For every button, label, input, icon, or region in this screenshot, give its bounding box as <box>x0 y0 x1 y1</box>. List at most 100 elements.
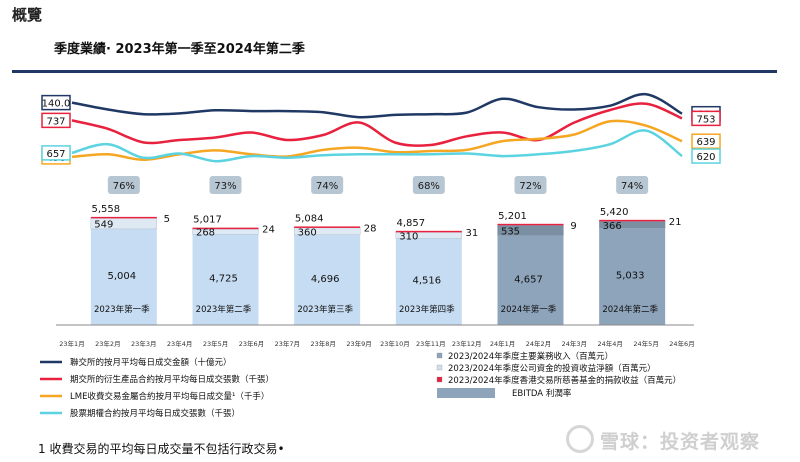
legend-bar-label: EBITDA 利潤率 <box>512 388 572 399</box>
bar-donation-label: 24 <box>262 225 275 236</box>
ebitda-margin-badge <box>311 176 344 194</box>
bar-donation-income <box>395 230 462 233</box>
series-start-label: 737 <box>46 116 65 127</box>
series-end-label: 639 <box>696 137 715 148</box>
line-series <box>71 92 683 119</box>
title-rule <box>12 70 777 73</box>
month-tick-label: 24年6月 <box>669 339 694 348</box>
legend-bar-label: 2023/2024年季度主要業務收入（百萬元） <box>448 351 613 362</box>
footnote: 1 收費交易的平均每日成交量不包括行政交易• <box>38 442 285 456</box>
bar-quarter-label: 2024年第一季 <box>501 304 557 315</box>
line-series <box>71 129 683 163</box>
ebitda-margin-badge <box>412 176 445 194</box>
bar-donation-income <box>192 227 259 230</box>
bar-donation-income <box>497 223 564 226</box>
ebitda-margin-label: 74% <box>316 181 338 192</box>
bar-total-label: 5,084 <box>295 213 324 224</box>
ebitda-margin-label: 76% <box>113 181 135 192</box>
line-series <box>71 102 683 147</box>
bar-total-label: 4,857 <box>397 218 426 229</box>
month-tick-label: 23年10月 <box>380 339 410 348</box>
bar-core-revenue <box>90 228 157 325</box>
series-start-box <box>41 94 71 111</box>
page-title: 概覽 <box>12 6 43 24</box>
ebitda-margin-label: 73% <box>214 181 236 192</box>
month-tick-label: 24年3月 <box>562 339 587 348</box>
bar-donation-label: 21 <box>669 217 682 228</box>
bar-donation-label: 5 <box>164 214 170 225</box>
series-end-label: 753 <box>696 114 715 125</box>
bar-core-label: 4,696 <box>311 274 340 285</box>
bar-core-label: 5,004 <box>108 271 137 282</box>
legend-line-label: 期交所的衍生產品合約按月平均每日成交張數（千張） <box>70 374 274 385</box>
month-tick-label: 23年9月 <box>346 339 371 348</box>
month-tick-label: 24年2月 <box>526 339 551 348</box>
legend-line-label: 股票期權合約按月平均每日成交張數（千張） <box>70 408 240 419</box>
ebitda-margin-badge <box>209 176 242 194</box>
ebitda-margin-label: 74% <box>621 181 643 192</box>
bar-investment-label: 360 <box>298 227 317 238</box>
bar-quarter-label: 2024年第二季 <box>602 304 658 315</box>
legend-bar-swatch <box>436 352 443 359</box>
bar-investment-label: 549 <box>94 220 113 231</box>
legend-bar-label: 2023/2024年季度公司資金的投資收益淨額（百萬元） <box>448 363 656 374</box>
bar-investment-label: 535 <box>501 226 520 237</box>
month-tick-label: 23年6月 <box>239 339 264 348</box>
bar-core-revenue <box>497 235 564 325</box>
bar-investment-label: 268 <box>196 228 215 239</box>
month-tick-label: 23年8月 <box>310 339 335 348</box>
bar-donation-label: 31 <box>465 228 478 239</box>
series-end-box <box>691 148 721 164</box>
month-tick-label: 23年3月 <box>131 339 156 348</box>
bar-core-revenue <box>192 234 259 325</box>
month-tick-label: 23年11月 <box>416 339 446 348</box>
legend-line-label: 聯交所的按月平均每日成交金額（十億元） <box>70 357 232 368</box>
bar-total-label: 5,201 <box>498 211 527 222</box>
bar-total-label: 5,558 <box>92 204 121 215</box>
bar-core-label: 4,516 <box>413 276 442 287</box>
watermark: 雪球：投资者观察 <box>566 425 760 454</box>
month-tick-label: 24年1月 <box>490 339 515 348</box>
snowball-logo-icon <box>566 425 594 453</box>
ebitda-margin-label: 72% <box>519 181 541 192</box>
bar-core-revenue <box>294 234 361 325</box>
bar-donation-label: 9 <box>570 221 576 232</box>
bar-total-label: 5,420 <box>600 207 629 218</box>
bar-quarter-label: 2023年第三季 <box>297 304 353 315</box>
series-start-box <box>41 145 71 161</box>
month-tick-label: 24年5月 <box>633 339 658 348</box>
chart-subtitle: 季度業績· 2023年第一季至2024年第二季 <box>54 42 305 57</box>
series-start-box <box>41 112 71 129</box>
bar-investment-label: 310 <box>399 231 418 242</box>
series-end-box <box>691 110 721 127</box>
bar-core-label: 4,725 <box>209 274 238 285</box>
bar-core-label: 5,033 <box>616 271 645 282</box>
bar-core-label: 4,657 <box>514 274 543 285</box>
month-tick-label: 23年5月 <box>203 339 228 348</box>
ebitda-margin-label: 68% <box>418 181 440 192</box>
legend-bar-swatch <box>436 364 443 371</box>
legend-bar-label: 2023/2024年季度香港交易所慈善基金的捐款收益（百萬元） <box>448 375 681 386</box>
bar-quarter-label: 2023年第四季 <box>399 304 455 315</box>
quarterly-results-chart: 140.0111.273775349663965762076%5,5585495… <box>40 92 721 419</box>
month-tick-label: 24年4月 <box>598 339 623 348</box>
ebitda-margin-badge <box>514 176 547 194</box>
month-tick-label: 23年1月 <box>59 339 84 348</box>
series-end-label: 620 <box>696 152 715 163</box>
month-tick-label: 23年2月 <box>95 339 120 348</box>
legend-bar-swatch <box>437 388 495 398</box>
watermark-text: 雪球：投资者观察 <box>600 431 761 453</box>
series-end-box <box>691 133 721 149</box>
bar-quarter-label: 2023年第二季 <box>196 304 252 315</box>
legend-bar-swatch <box>436 376 443 383</box>
ebitda-margin-badge <box>616 176 649 194</box>
month-tick-label: 23年12月 <box>452 339 482 348</box>
legend-line-label: LME收費交易金屬合約按月平均每日成交量¹（千手） <box>70 391 269 402</box>
bar-donation-income <box>599 219 666 222</box>
bar-donation-label: 28 <box>364 223 377 234</box>
bar-quarter-label: 2023年第一季 <box>94 304 150 315</box>
month-tick-label: 23年7月 <box>275 339 300 348</box>
series-start-label: 140.0 <box>42 99 71 110</box>
bar-donation-income <box>294 226 361 228</box>
bar-core-revenue <box>599 228 666 325</box>
